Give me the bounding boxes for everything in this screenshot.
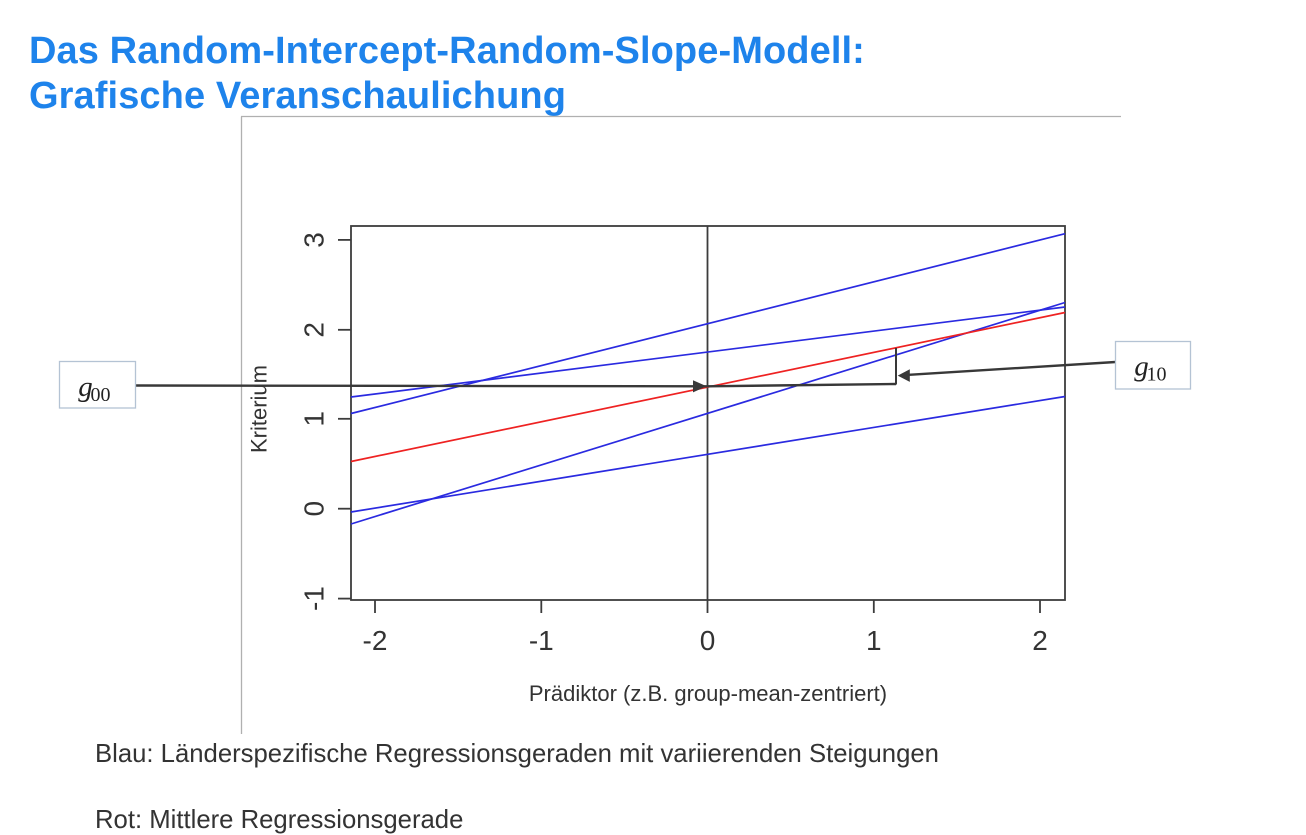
svg-text:Kriterium: Kriterium [247, 365, 272, 453]
svg-text:3: 3 [298, 232, 329, 248]
svg-text:-2: -2 [363, 625, 388, 656]
svg-text:Prädiktor (z.B. group-mean-zen: Prädiktor (z.B. group-mean-zentriert) [529, 681, 887, 706]
svg-text:0: 0 [700, 625, 716, 656]
svg-text:g: g [1134, 351, 1149, 383]
svg-text:0: 0 [298, 501, 329, 517]
svg-text:-1: -1 [298, 586, 329, 611]
svg-text:00: 00 [91, 384, 111, 406]
svg-text:2: 2 [1032, 625, 1048, 656]
svg-text:10: 10 [1147, 364, 1167, 386]
svg-text:2: 2 [298, 322, 329, 338]
svg-text:1: 1 [298, 411, 329, 427]
svg-text:g: g [78, 371, 93, 403]
svg-text:1: 1 [866, 625, 882, 656]
svg-text:-1: -1 [529, 625, 554, 656]
